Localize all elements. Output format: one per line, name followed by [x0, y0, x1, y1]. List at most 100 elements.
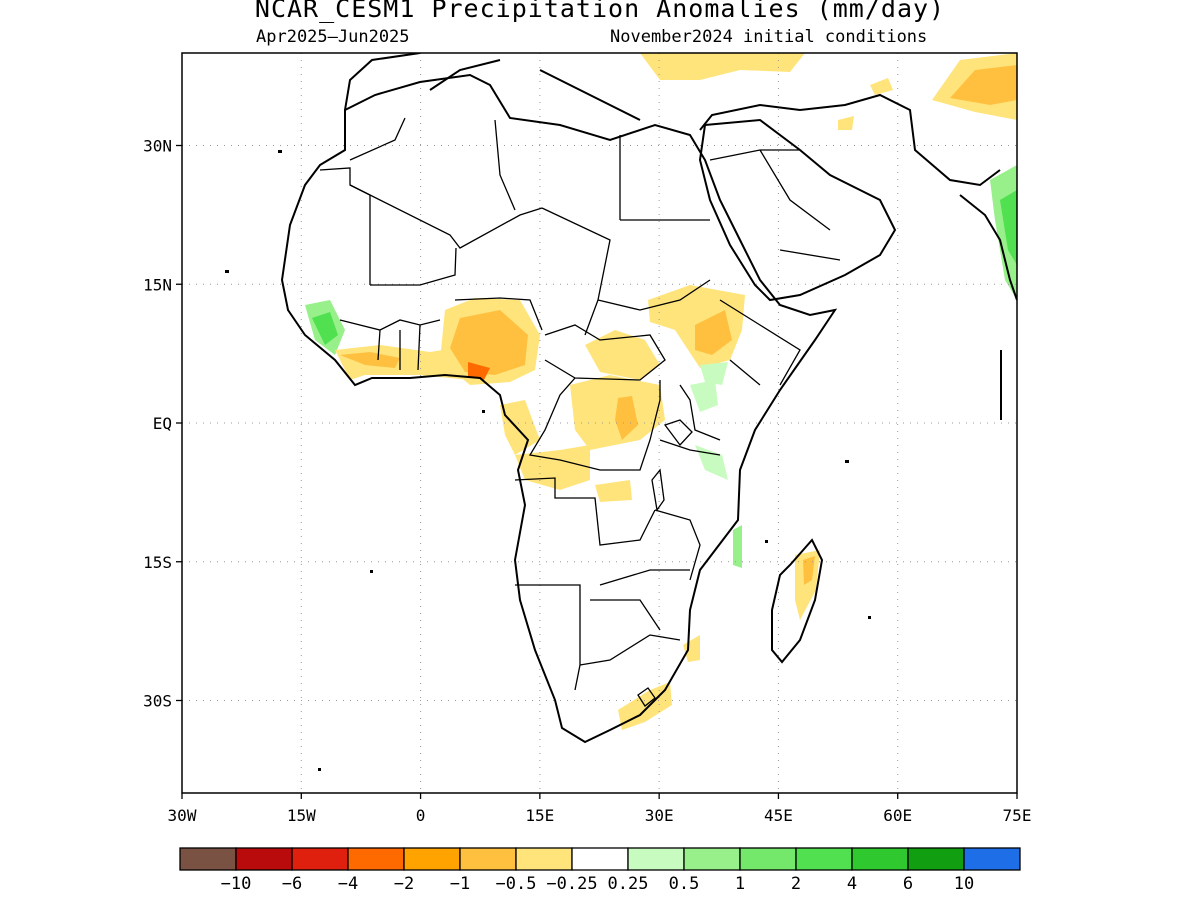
- morocco-algeria-border: [349, 117, 406, 161]
- lon-tick-label: 15E: [525, 806, 554, 825]
- lon-tick-label: 30W: [168, 806, 197, 825]
- anomaly-gabon: [500, 400, 540, 455]
- colorbar-swatch: [795, 847, 853, 871]
- colorbar-label: 4: [847, 874, 857, 894]
- tristan: [318, 768, 321, 771]
- graticule: [182, 53, 1017, 793]
- niger-nigeria-border: [454, 297, 543, 331]
- colorbar-swatch: [851, 847, 909, 871]
- colorbar-swatch: [459, 847, 517, 871]
- madagascar-coastline: [771, 538, 824, 664]
- ethiopia-somalia-border: [719, 299, 801, 386]
- axes: 30W 15W 0 15E 30E 45E 60E 75E 30N 15N EQ 15S 30S: [143, 137, 1031, 826]
- canary-islands: [278, 150, 282, 153]
- country-borders: [319, 117, 841, 707]
- anomaly-arabia: [838, 116, 854, 130]
- colorbar-swatch: [235, 847, 293, 871]
- colorbar-label: 1: [735, 874, 745, 894]
- lon-tick-label: 45E: [764, 806, 793, 825]
- anomaly-nigeria-peak: [468, 362, 490, 380]
- iran-coastline: [799, 93, 1001, 187]
- india-coastline: [959, 194, 1017, 301]
- lat-tick-label: 30S: [143, 692, 172, 711]
- anomaly-tanzania-wet: [695, 445, 728, 480]
- colorbar-swatch: [963, 847, 1021, 871]
- anomaly-iran: [870, 78, 893, 95]
- colorbar-label: 0.5: [669, 874, 700, 894]
- anomaly-angola-coast: [515, 445, 590, 490]
- lon-tick-label: 30E: [645, 806, 674, 825]
- europe-coastline: [344, 53, 801, 131]
- sudan-south-border: [597, 279, 711, 311]
- colorbar-label: −0.25: [546, 874, 597, 894]
- libya-west-border: [494, 119, 516, 211]
- sahel-border: [370, 247, 457, 286]
- comoros: [765, 540, 768, 543]
- anomaly-mozambique-south: [683, 635, 700, 662]
- sao-tome: [482, 410, 485, 413]
- colorbar-label: −2: [394, 874, 414, 894]
- colorbar-swatch: [907, 847, 965, 871]
- anomaly-guinea-coast-core: [340, 352, 400, 368]
- drc-border: [528, 377, 661, 471]
- car-border: [544, 324, 666, 381]
- st-helena: [370, 570, 373, 573]
- anomaly-west-india-core: [1000, 190, 1017, 265]
- mauritania-border: [319, 167, 371, 285]
- islands: [225, 150, 1002, 771]
- lat-tick-label: 15S: [143, 553, 172, 572]
- lon-tick-label: 60E: [883, 806, 912, 825]
- colorbar-label: −10: [221, 874, 252, 894]
- map-title: NCAR_CESM1 Precipitation Anomalies (mm/d…: [254, 0, 946, 23]
- colorbar-label: 6: [903, 874, 913, 894]
- east-africa-borders: [659, 384, 721, 456]
- algeria-mali-border: [349, 184, 543, 249]
- colorbar-swatch: [739, 847, 797, 871]
- lakes: [651, 419, 693, 512]
- anomaly-zambia: [595, 480, 632, 502]
- namibia-border: [515, 584, 581, 691]
- colorbar: −10 −6 −4 −2 −1 −0.5 −0.25 0.25 0.5 1 2 4 6 10: [179, 847, 1021, 894]
- map-area: [182, 53, 1017, 793]
- colorbar-swatch: [179, 847, 237, 871]
- anomaly-ethiopia-core: [695, 310, 732, 355]
- seychelles: [845, 460, 849, 463]
- anomaly-chad-car: [585, 330, 660, 380]
- forecast-period: Apr2025–Jun2025: [256, 27, 410, 47]
- anomaly-madagascar-core: [803, 556, 815, 585]
- colorbar-label: −6: [282, 874, 302, 894]
- maldives: [1000, 350, 1002, 420]
- colorbar-swatch: [683, 847, 741, 871]
- lat-tick-label: 30N: [143, 137, 172, 156]
- initial-conditions: November2024 initial conditions: [610, 27, 928, 47]
- anomaly-madagascar: [795, 550, 820, 620]
- lat-tick-label: 15N: [143, 275, 172, 294]
- middle-east-borders: [709, 149, 841, 261]
- colorbar-swatch: [291, 847, 349, 871]
- chad-border: [541, 207, 611, 336]
- reunion: [868, 616, 871, 619]
- colorbar-swatch: [347, 847, 405, 871]
- anomaly-east-africa-wet: [690, 380, 718, 412]
- anomaly-shading: [305, 53, 1017, 730]
- anomaly-guinea-core: [312, 312, 338, 345]
- botswana-zimbabwe-border: [590, 569, 690, 631]
- lon-tick-label: 15W: [287, 806, 316, 825]
- colorbar-label: −0.5: [496, 874, 537, 894]
- anomaly-nigeria-core: [450, 310, 528, 375]
- colorbar-swatch: [627, 847, 685, 871]
- west-africa-borders: [339, 319, 441, 371]
- lon-tick-label: 0: [416, 806, 426, 825]
- colorbar-swatch: [403, 847, 461, 871]
- coastlines: [280, 53, 1017, 744]
- lat-tick-label: EQ: [153, 414, 172, 433]
- cape-verde: [225, 270, 229, 273]
- colorbar-label: −4: [338, 874, 358, 894]
- anomaly-mediterranean: [640, 53, 805, 80]
- arabia-coastline: [698, 118, 897, 302]
- angola-zambia-border: [514, 477, 656, 546]
- anomaly-congo-core: [615, 396, 638, 440]
- lesotho-border: [637, 687, 656, 707]
- anomaly-mozambique-wet: [733, 525, 742, 568]
- mozambique-border: [654, 509, 701, 581]
